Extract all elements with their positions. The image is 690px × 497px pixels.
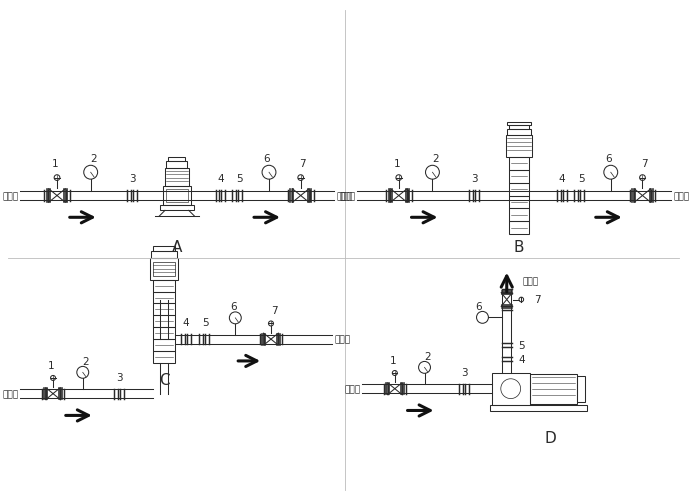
Text: 4: 4 <box>217 173 224 184</box>
Bar <box>153 304 175 316</box>
Bar <box>166 161 187 168</box>
Bar <box>153 262 175 276</box>
Text: 5: 5 <box>578 173 584 184</box>
Bar <box>509 182 529 195</box>
Text: 出水端: 出水端 <box>673 192 689 201</box>
Text: 6: 6 <box>264 154 270 164</box>
Bar <box>153 246 175 251</box>
Bar <box>509 195 529 208</box>
Text: 3: 3 <box>471 173 477 184</box>
Text: B: B <box>513 240 524 254</box>
Text: 4: 4 <box>182 318 189 329</box>
Bar <box>153 339 175 351</box>
Bar <box>168 157 186 161</box>
Bar <box>492 373 529 405</box>
Text: D: D <box>544 431 556 446</box>
Bar <box>577 376 585 402</box>
Text: 进水端: 进水端 <box>2 192 19 201</box>
Text: 出水端: 出水端 <box>336 192 353 201</box>
Bar <box>509 157 529 170</box>
Text: 7: 7 <box>535 295 541 305</box>
Text: 5: 5 <box>202 318 209 329</box>
Bar <box>153 292 175 304</box>
Text: C: C <box>159 373 169 388</box>
Text: 6: 6 <box>475 303 482 313</box>
Text: 2: 2 <box>424 352 431 362</box>
Bar <box>151 251 177 258</box>
Bar <box>506 135 531 157</box>
Bar <box>509 208 529 221</box>
Text: 进水端: 进水端 <box>344 385 360 394</box>
Bar <box>153 280 175 292</box>
Text: 出水端: 出水端 <box>335 335 351 344</box>
Bar <box>529 374 577 404</box>
Text: 3: 3 <box>461 368 467 378</box>
Bar <box>506 129 531 135</box>
Bar <box>166 188 188 202</box>
Text: 进水端: 进水端 <box>2 390 19 399</box>
Text: 6: 6 <box>230 303 237 313</box>
Text: 3: 3 <box>116 373 123 383</box>
Bar <box>490 405 587 412</box>
Bar <box>153 351 175 363</box>
Text: 进水端: 进水端 <box>339 192 355 201</box>
Text: A: A <box>172 240 182 254</box>
Bar <box>153 316 175 327</box>
Text: 7: 7 <box>270 307 277 317</box>
Text: 2: 2 <box>90 154 97 164</box>
Text: 7: 7 <box>641 159 648 169</box>
Bar <box>163 185 190 205</box>
Text: 2: 2 <box>432 154 439 164</box>
Text: 1: 1 <box>52 159 59 169</box>
Bar <box>509 221 529 234</box>
Text: 1: 1 <box>393 159 400 169</box>
Text: 出水端: 出水端 <box>522 277 539 286</box>
Text: 6: 6 <box>605 154 612 164</box>
Bar <box>165 168 189 185</box>
Text: 1: 1 <box>48 361 55 371</box>
Bar <box>509 170 529 182</box>
Text: 5: 5 <box>519 341 525 351</box>
Text: 4: 4 <box>559 173 566 184</box>
Text: 2: 2 <box>82 357 89 367</box>
Bar <box>159 205 194 210</box>
Text: 4: 4 <box>519 355 525 365</box>
Bar <box>153 327 175 339</box>
Text: 5: 5 <box>236 173 243 184</box>
Bar <box>509 125 529 129</box>
Text: 3: 3 <box>129 173 136 184</box>
Bar <box>150 258 178 280</box>
Bar <box>506 122 531 125</box>
Text: 7: 7 <box>299 159 306 169</box>
Text: 1: 1 <box>390 356 396 366</box>
